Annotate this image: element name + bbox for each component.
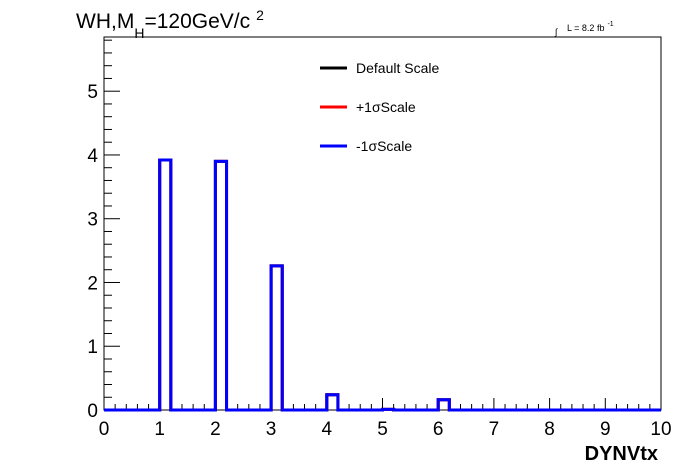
x-axis-label: DYNVtx: [585, 443, 658, 465]
title-superscript: 2: [256, 7, 264, 23]
y-axis: 0 1 2 3 4 5: [87, 39, 120, 422]
luminosity-label: ∫ L = 8.2 fb -1: [554, 21, 614, 37]
y-tick-label: 1: [87, 337, 98, 358]
y-tick-label: 3: [87, 210, 98, 231]
y-tick-label: 2: [87, 273, 98, 294]
plot-frame: [103, 36, 662, 411]
svg-text:WH,MH=120GeV/c2: WH,MH=120GeV/c 2: [76, 7, 264, 41]
x-tick-label: 6: [433, 419, 444, 440]
x-tick-label: 2: [210, 419, 221, 440]
x-tick-label: 10: [650, 419, 671, 440]
x-tick-label: 9: [600, 419, 611, 440]
lumi-superscript: -1: [607, 21, 613, 28]
y-tick-label: 5: [87, 82, 98, 103]
integral-symbol: ∫: [554, 27, 559, 37]
x-tick-label: 0: [99, 419, 110, 440]
x-tick-label: 3: [266, 419, 277, 440]
y-tick-label: 4: [87, 146, 98, 167]
series-line-2: [104, 158, 661, 412]
x-tick-label: 1: [154, 419, 165, 440]
series-line-0: [104, 158, 661, 412]
x-axis: 0 1 2 3 4 5 6 7 8 9 10: [99, 398, 672, 440]
legend-label-plus1sigma: +1σScale: [356, 99, 416, 115]
series-group: [104, 158, 661, 412]
svg-text:L = 8.2 fb-1: L = 8.2 fb -1: [567, 21, 614, 33]
legend-label-default: Default Scale: [356, 60, 439, 76]
x-tick-label: 4: [322, 419, 333, 440]
legend-label-minus1sigma: -1σScale: [356, 138, 412, 154]
y-tick-label: 0: [87, 401, 98, 422]
series-line-1: [104, 158, 661, 412]
x-tick-label: 5: [377, 419, 388, 440]
x-tick-label: 7: [489, 419, 500, 440]
x-tick-label: 8: [544, 419, 555, 440]
chart-title: WH,MH=120GeV/c 2: [76, 7, 264, 41]
title-value: =120GeV/c: [144, 10, 250, 33]
legend: Default Scale +1σScale -1σScale: [320, 60, 439, 154]
title-subscript: H: [134, 25, 144, 41]
title-main: WH,M: [76, 10, 134, 33]
lumi-text: L = 8.2 fb: [567, 23, 604, 33]
